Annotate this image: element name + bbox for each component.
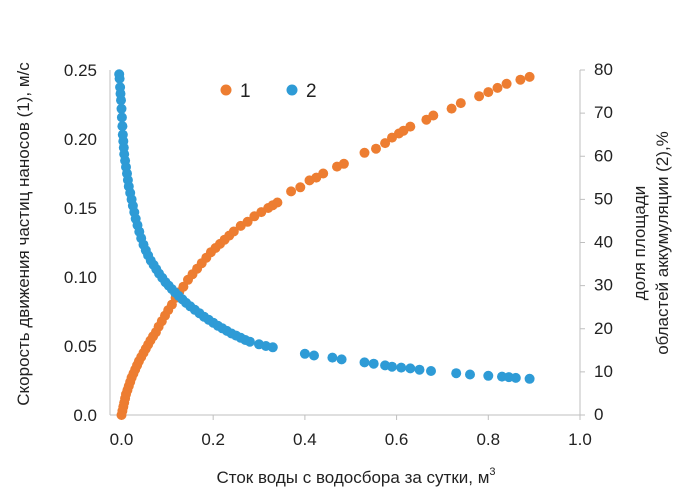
series-2-point bbox=[309, 350, 319, 361]
series-2-point bbox=[117, 121, 128, 132]
series-2 bbox=[114, 69, 535, 384]
y-right-tick-label: 0 bbox=[594, 405, 603, 424]
y-right-tick-label: 20 bbox=[594, 319, 613, 338]
y-left-tick-label: 0.15 bbox=[64, 199, 97, 218]
series-1-point bbox=[380, 138, 391, 149]
series-2-point bbox=[267, 342, 278, 353]
series-2-point bbox=[327, 352, 338, 363]
series-1-point bbox=[242, 216, 253, 227]
y-right-tick-label: 70 bbox=[594, 103, 613, 122]
series-2-point bbox=[336, 354, 347, 365]
y-axis-right-title-line1: доля площади bbox=[630, 186, 649, 300]
x-tick-label: 1.0 bbox=[568, 430, 592, 449]
x-tick-label: 0.6 bbox=[385, 430, 409, 449]
y-axis-left-title: Скорость движения частиц наносов (1), м/… bbox=[14, 62, 33, 406]
series-1-point bbox=[501, 78, 512, 89]
y-right-tick-label: 30 bbox=[594, 276, 613, 295]
series-2-point bbox=[116, 95, 126, 106]
series-1-point bbox=[405, 121, 416, 132]
series-2-point bbox=[451, 368, 462, 379]
x-axis-title-superscript: 3 bbox=[489, 466, 495, 478]
y-left-tick-label: 0.20 bbox=[64, 130, 97, 149]
legend-marker-2 bbox=[286, 84, 298, 96]
series-2-point bbox=[405, 363, 416, 374]
series-2-point bbox=[387, 361, 397, 372]
x-tick-label: 0.0 bbox=[110, 430, 134, 449]
y-right-tick-label: 50 bbox=[594, 189, 613, 208]
y-left-tick-label: 0.10 bbox=[64, 268, 97, 287]
series-2-point bbox=[524, 373, 535, 384]
series-1-point bbox=[515, 74, 526, 85]
y-left-tick-label: 0.25 bbox=[64, 61, 97, 80]
series-1-point bbox=[371, 143, 381, 154]
y-right-tick-label: 10 bbox=[594, 362, 613, 381]
x-tick-label: 0.8 bbox=[476, 430, 500, 449]
series-1-point bbox=[524, 71, 535, 82]
legend-marker-1 bbox=[220, 84, 232, 96]
series-layer bbox=[114, 69, 535, 420]
x-tick-label: 0.4 bbox=[293, 430, 317, 449]
y-left-tick-label: 0.05 bbox=[64, 337, 97, 356]
series-1 bbox=[116, 71, 535, 420]
series-1-point bbox=[455, 98, 466, 109]
legend-label-2: 2 bbox=[306, 81, 317, 102]
y-right-tick-label: 80 bbox=[594, 60, 613, 79]
series-2-point bbox=[359, 357, 370, 368]
series-1-point bbox=[272, 197, 283, 208]
series-1-point bbox=[492, 82, 503, 93]
series-1-point bbox=[338, 158, 349, 169]
series-1-point bbox=[228, 226, 239, 237]
series-1-point bbox=[318, 168, 329, 179]
x-axis-title: Сток воды с водосбора за сутки, м3 bbox=[216, 466, 495, 487]
y-left-tick-label: 0.0 bbox=[73, 406, 97, 425]
series-2-point bbox=[299, 348, 310, 359]
y-right-tick-label: 40 bbox=[594, 233, 613, 252]
series-2-point bbox=[483, 370, 494, 381]
series-1-point bbox=[286, 186, 297, 197]
series-2-point bbox=[396, 362, 407, 373]
series-1-point bbox=[483, 87, 494, 98]
series-2-point bbox=[510, 372, 521, 383]
series-2-point bbox=[465, 369, 475, 380]
series-2-point bbox=[116, 103, 127, 114]
series-2-point bbox=[244, 336, 255, 347]
series-2-point bbox=[368, 358, 379, 369]
x-tick-label: 0.2 bbox=[201, 430, 225, 449]
series-1-point bbox=[474, 91, 485, 102]
series-1-point bbox=[295, 182, 306, 193]
series-2-point bbox=[414, 364, 425, 375]
y-axis-right-title-line2: областей аккумуляции (2),% bbox=[653, 131, 672, 355]
series-2-point bbox=[116, 112, 127, 123]
axes-layer: 0.0 0.2 0.4 0.6 0.8 1.0 0.0 0.05 0.10 0.15 0.20 0.2… bbox=[64, 60, 613, 449]
series-1-point bbox=[446, 103, 457, 114]
series-2-point bbox=[114, 73, 125, 84]
series-2-point bbox=[426, 366, 436, 376]
series-1-point bbox=[428, 110, 439, 121]
legend-label-1: 1 bbox=[240, 81, 251, 102]
y-right-tick-label: 60 bbox=[594, 146, 613, 165]
series-1-point bbox=[359, 147, 370, 158]
